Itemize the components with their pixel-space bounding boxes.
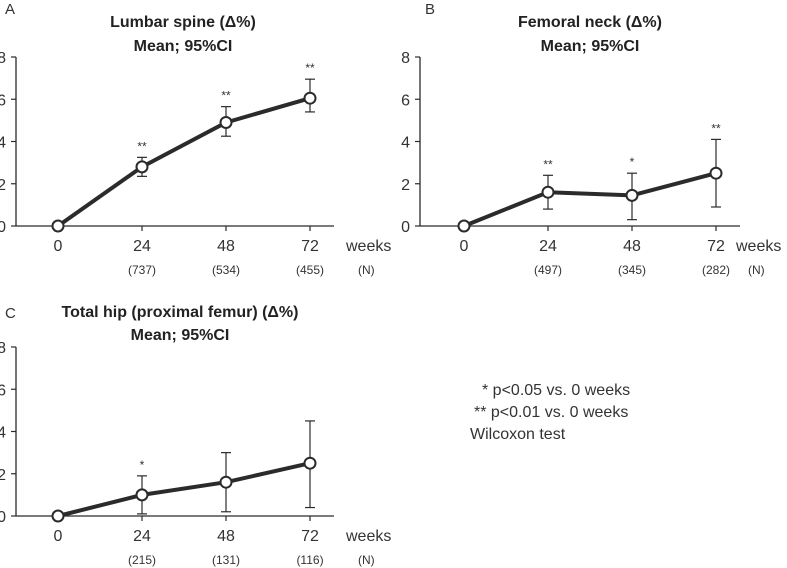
panel-b-n-value: (497) [534,263,562,277]
panel-c-data-point [303,456,317,470]
significance-legend: * p<0.05 vs. 0 weeks ** p<0.01 vs. 0 wee… [470,380,630,446]
panel-a-x-tick-label: 0 [54,238,63,255]
panel-c-series-line [57,461,311,518]
panel-b-significance-mark: * [630,155,635,169]
panel-a-title: Lumbar spine (Δ%) [110,14,256,31]
panel-b-y-tick-label: 4 [401,135,410,152]
panel-b-data-point [457,219,471,233]
panel-c-data-point [219,475,233,489]
panel-c-n-value: (215) [128,553,156,567]
panel-a-y-tick-label: 4 [0,135,6,152]
panel-c-significance-mark: * [140,458,145,472]
panel-b-n-label: (N) [748,263,765,277]
panel-b-n-value: (345) [618,263,646,277]
panel-a-significance-mark: ** [221,89,231,103]
panel-a-n-value: (737) [128,263,156,277]
panel-b-y-tick-label: 6 [401,92,410,109]
panel-c-y-tick-label: 8 [0,340,6,357]
panel-b-x-label: weeks [735,238,781,255]
panel-a-y-tick-label: 0 [0,219,6,236]
panel-b-title: Femoral neck (Δ%) [518,14,662,31]
panel-a-n-value: (455) [296,263,324,277]
panel-b-y-tick-label: 2 [401,177,410,194]
panel-c-label: C [5,305,16,322]
panel-b-y-tick-label: 0 [401,219,410,236]
panel-c-y-tick-label: 0 [0,509,6,526]
panel-a-subtitle: Mean; 95%CI [134,38,233,55]
panel-a-significance-mark: ** [137,139,147,153]
panel-c-y-tick-label: 4 [0,425,6,442]
legend-p005: * p<0.05 vs. 0 weeks [482,382,631,399]
legend-p001: ** p<0.01 vs. 0 weeks [474,404,629,421]
legend-test: Wilcoxon test [470,426,566,443]
panel-a-significance-mark: ** [305,61,315,75]
panel-a-label: A [5,1,15,18]
panel-a-data-point [219,115,233,129]
panel-b-data-point [541,185,555,199]
panel-a-n-value: (534) [212,263,240,277]
panel-b-data-point [625,188,639,202]
panel-a-y-tick-label: 6 [0,92,6,109]
panel-b-label: B [425,1,435,18]
panel-b-n-value: (282) [702,263,730,277]
panel-b-series-line [463,171,717,228]
panel-c-x-tick-label: 24 [133,528,151,545]
panel-c-title: Total hip (proximal femur) (Δ%) [62,304,299,321]
panel-b-significance-mark: ** [711,121,721,135]
panel-a-x-tick-label: 72 [301,238,319,255]
panel-c-x-tick-label: 72 [301,528,319,545]
panel-b-y-tick-label: 8 [401,50,410,67]
panel-a-n-label: (N) [358,263,375,277]
panel-b-data-point [709,166,723,180]
panel-c-y-tick-label: 6 [0,382,6,399]
panel-c-x-tick-label: 0 [54,528,63,545]
panel-b-x-tick-label: 72 [707,238,725,255]
panel-a-x-label: weeks [345,238,391,255]
panel-c-y-tick-label: 2 [0,467,6,484]
panel-a-x-tick-label: 24 [133,238,151,255]
panel-c-n-value: (116) [296,553,323,567]
panel-a-series-line [56,96,311,228]
panel-c-subtitle: Mean; 95%CI [131,327,230,344]
panel-c-data-point [135,488,149,502]
panel-b-x-tick-label: 24 [539,238,557,255]
panel-a-data-point [51,219,65,233]
panel-b-subtitle: Mean; 95%CI [541,38,640,55]
panel-c-data-point [51,509,65,523]
panel-c-x-tick-label: 48 [217,528,235,545]
panel-b-x-tick-label: 0 [460,238,469,255]
panel-b-x-tick-label: 48 [623,238,641,255]
panel-a-x-tick-label: 48 [217,238,235,255]
panel-a-y-tick-label: 8 [0,50,6,67]
panel-c-n-label: (N) [358,553,375,567]
panel-a-data-point [303,91,317,105]
panel-a-data-point [135,160,149,174]
panel-c-n-value: (131) [212,553,240,567]
panel-a-y-tick-label: 2 [0,177,6,194]
panel-c-x-label: weeks [345,528,391,545]
panel-b-significance-mark: ** [543,157,553,171]
